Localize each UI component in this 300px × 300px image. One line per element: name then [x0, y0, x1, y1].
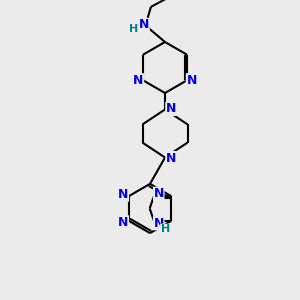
Text: N: N — [118, 216, 128, 229]
Text: H: H — [161, 224, 170, 234]
Text: N: N — [139, 18, 149, 32]
Text: N: N — [166, 102, 176, 116]
Text: H: H — [130, 24, 139, 34]
Text: N: N — [118, 188, 128, 201]
Text: N: N — [133, 74, 144, 87]
Text: N: N — [154, 217, 164, 230]
Text: N: N — [186, 74, 197, 87]
Text: N: N — [166, 152, 176, 165]
Text: N: N — [154, 187, 164, 200]
